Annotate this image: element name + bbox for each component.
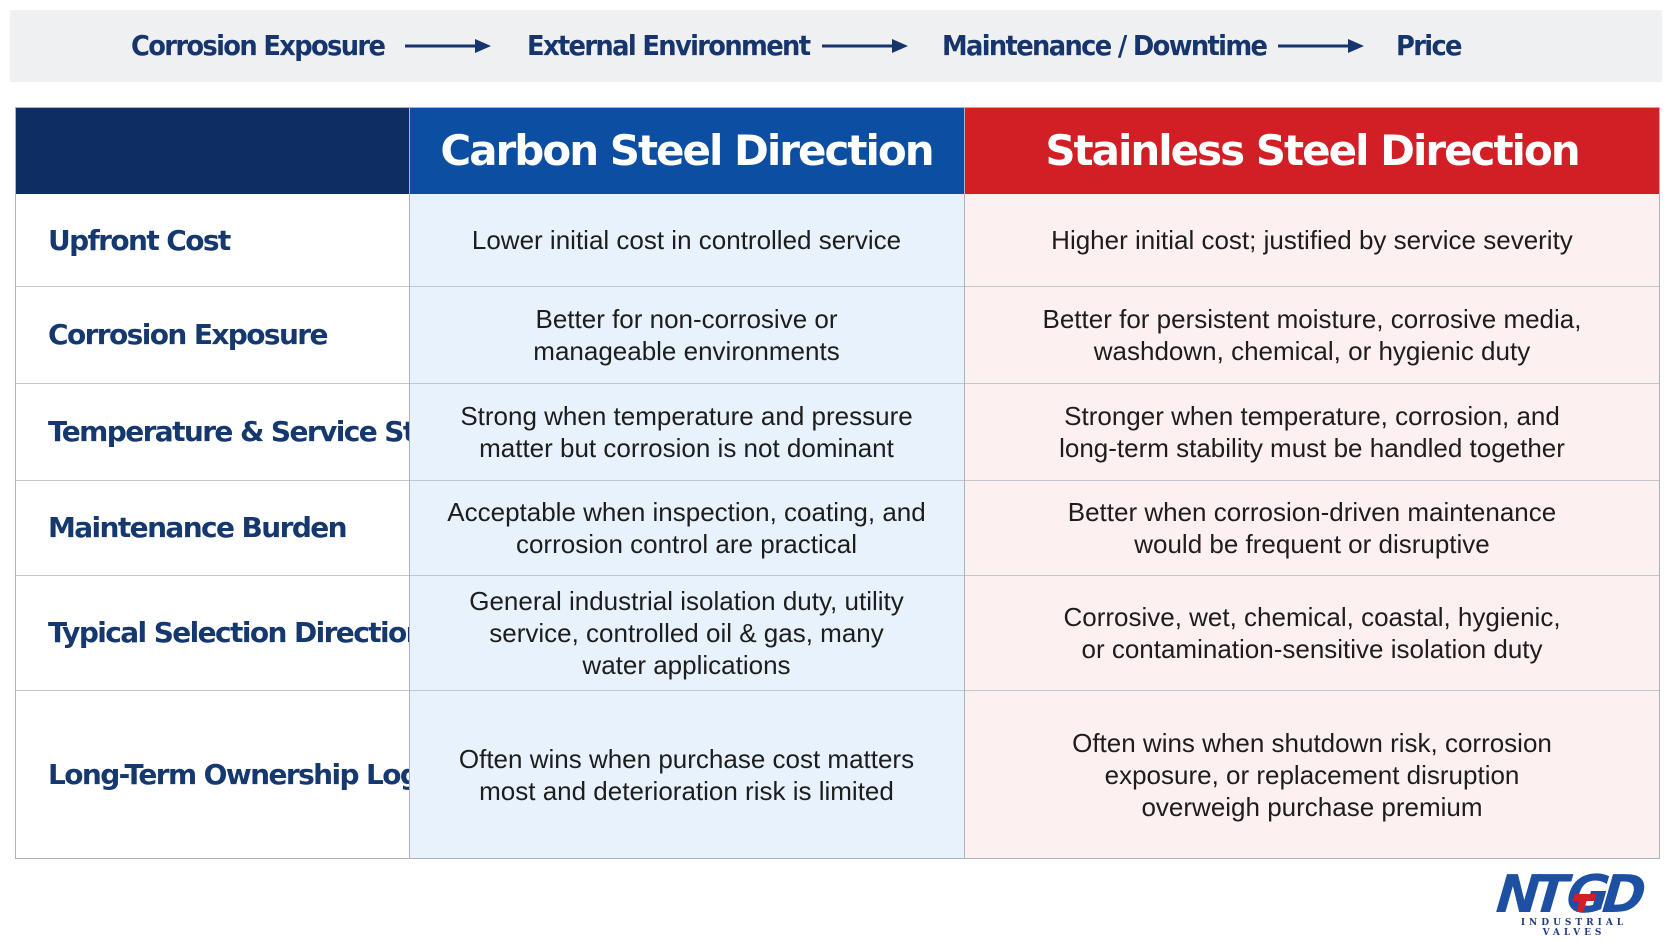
right-arrow-icon (405, 39, 491, 53)
stainless-value: Corrosive, wet, chemical, coastal, hygie… (1063, 601, 1561, 664)
row-label-maintenance-burden: Maintenance Burden (15, 480, 409, 575)
stainless-cell: Stronger when temperature, corrosion, an… (964, 383, 1660, 480)
row-divider (15, 480, 1660, 481)
stainless-cell: Corrosive, wet, chemical, coastal, hygie… (964, 575, 1660, 690)
comparison-table: Carbon Steel Direction Stainless Steel D… (15, 107, 1660, 859)
column-divider (964, 107, 965, 859)
carbon-value: Strong when temperature and pressure matt… (460, 400, 913, 463)
stainless-value: Higher initial cost; justified by servic… (1051, 225, 1573, 255)
row-divider (15, 286, 1660, 287)
row-label-typical-selection-direction: Typical Selection Direction (15, 575, 426, 690)
carbon-value: General industrial isolation duty, utili… (469, 585, 904, 680)
carbon-cell: General industrial isolation duty, utili… (409, 575, 964, 690)
column-divider (409, 107, 410, 859)
right-arrow-icon (1278, 39, 1364, 53)
carbon-value: Often wins when purchase cost matters mos… (458, 743, 915, 806)
row-label-corrosion-exposure: Corrosion Exposure (15, 286, 409, 383)
logo-tagline: INDUSTRIAL VALVES (1520, 918, 1628, 938)
carbon-value: Acceptable when inspection, coating, and… (447, 496, 926, 559)
row-divider (15, 575, 1660, 576)
flow-item-corrosion-exposure: Corrosion Exposure (131, 29, 386, 62)
stainless-cell: Better when corrosion-driven maintenance… (964, 480, 1660, 575)
row-divider (15, 383, 1660, 384)
stainless-cell: Often wins when shutdown risk, corrosion… (964, 690, 1660, 859)
stainless-cell: Higher initial cost; justified by servic… (964, 194, 1660, 286)
carbon-cell: Strong when temperature and pressure matt… (409, 383, 964, 480)
stainless-value: Better for persistent moisture, corrosiv… (1042, 303, 1582, 366)
row-label-temperature-service-stability: Temperature & Service Stability (15, 383, 504, 480)
flow-item-maintenance-downtime: Maintenance / Downtime (942, 29, 1268, 62)
right-arrow-icon (822, 39, 908, 53)
header-blank-cell (15, 107, 409, 194)
carbon-cell: Acceptable when inspection, coating, and… (409, 480, 964, 575)
flow-item-price: Price (1396, 29, 1463, 62)
stainless-value: Better when corrosion-driven maintenance… (1067, 496, 1557, 559)
carbon-cell: Often wins when purchase cost matters mos… (409, 690, 964, 859)
carbon-value: Better for non-corrosive or manageable en… (533, 303, 840, 366)
stainless-value: Often wins when shutdown risk, corrosion… (1072, 727, 1552, 822)
flow-bar: Corrosion Exposure External Environment … (10, 10, 1662, 82)
row-label-long-term-ownership-logic: Long-Term Ownership Logic (15, 690, 443, 859)
flow-item-external-environment: External Environment (527, 29, 811, 62)
carbon-cell: Lower initial cost in controlled service (409, 194, 964, 286)
carbon-value: Lower initial cost in controlled service (471, 225, 902, 255)
header-stainless-steel: Stainless Steel Direction (964, 107, 1660, 194)
ntgd-logo-mark: N T G D (1488, 868, 1653, 920)
row-label-upfront-cost: Upfront Cost (15, 194, 409, 286)
carbon-cell: Better for non-corrosive or manageable en… (409, 286, 964, 383)
row-divider (15, 690, 1660, 691)
header-carbon-steel: Carbon Steel Direction (409, 107, 964, 194)
stainless-cell: Better for persistent moisture, corrosiv… (964, 286, 1660, 383)
ntgd-logo: N T G D INDUSTRIAL VALVES (1480, 868, 1660, 938)
stainless-value: Stronger when temperature, corrosion, an… (1059, 400, 1565, 463)
